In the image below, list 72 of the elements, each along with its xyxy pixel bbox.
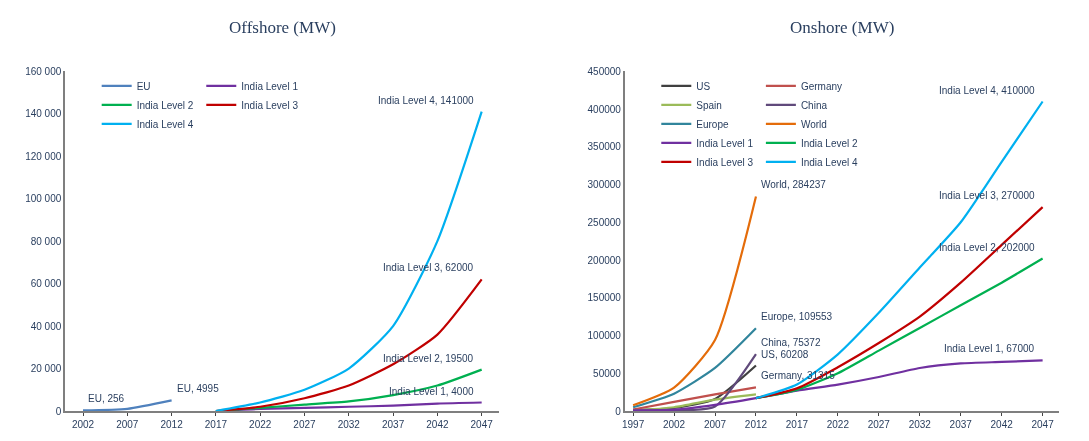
x-tick-label: 2017 bbox=[785, 419, 809, 430]
y-tick-label: 300000 bbox=[587, 179, 622, 191]
legend-label: India Level 2 bbox=[136, 99, 194, 111]
y-tick-label: 160 000 bbox=[25, 65, 62, 77]
x-tick-label: 1997 bbox=[621, 419, 645, 430]
x-tick-label: 2007 bbox=[703, 419, 727, 430]
x-tick-label: 2012 bbox=[744, 419, 768, 430]
x-tick-label: 2032 bbox=[908, 419, 932, 430]
y-tick-label: 350000 bbox=[587, 141, 622, 153]
legend-label: World bbox=[800, 118, 827, 130]
chart-title: Onshore (MW) bbox=[790, 18, 895, 37]
legend-label: India Level 1 bbox=[696, 137, 754, 149]
y-tick-label: 150000 bbox=[587, 292, 622, 304]
x-tick-label: 2027 bbox=[293, 419, 317, 430]
legend-label: EU bbox=[136, 80, 151, 92]
legend-label: India Level 4 bbox=[800, 156, 859, 168]
y-tick-label: 120 000 bbox=[25, 150, 62, 162]
y-tick-label: 250000 bbox=[587, 216, 622, 228]
annotation: India Level 4, 141000 bbox=[378, 95, 475, 106]
annotation: China, 75372 bbox=[761, 337, 821, 348]
y-tick-label: 50000 bbox=[593, 367, 622, 379]
line-series bbox=[754, 100, 1044, 400]
x-tick-label: 2047 bbox=[1031, 419, 1055, 430]
annotation: World, 284237 bbox=[761, 179, 827, 190]
annotation: EU, 256 bbox=[88, 393, 125, 404]
x-tick-label: 2042 bbox=[426, 419, 449, 430]
line-series bbox=[632, 359, 1044, 411]
x-tick-label: 2022 bbox=[249, 419, 272, 430]
y-tick-label: 0 bbox=[615, 405, 622, 417]
y-tick-label: 140 000 bbox=[25, 108, 62, 120]
x-tick-label: 2037 bbox=[949, 419, 973, 430]
chart-title: Offshore (MW) bbox=[229, 18, 336, 37]
legend-label: India Level 4 bbox=[136, 118, 194, 130]
y-tick-label: 20 000 bbox=[30, 363, 62, 375]
annotation: Europe, 109553 bbox=[761, 311, 833, 322]
legend-label: India Level 2 bbox=[800, 137, 859, 149]
x-tick-label: 2007 bbox=[116, 419, 139, 430]
annotation: India Level 4, 410000 bbox=[939, 85, 1036, 96]
y-tick-label: 400000 bbox=[587, 103, 622, 115]
annotation: India Level 1, 67000 bbox=[944, 343, 1035, 354]
line-series bbox=[632, 327, 758, 409]
line-series bbox=[632, 386, 758, 411]
y-tick-label: 100000 bbox=[587, 330, 622, 342]
x-tick-label: 2047 bbox=[470, 419, 494, 430]
y-tick-label: 200000 bbox=[587, 254, 622, 266]
y-tick-label: 60 000 bbox=[30, 278, 62, 290]
y-tick-label: 80 000 bbox=[30, 235, 62, 247]
legend-label: India Level 3 bbox=[241, 99, 299, 111]
legend-label: Spain bbox=[696, 99, 722, 111]
x-tick-label: 2012 bbox=[160, 419, 184, 430]
y-tick-label: 0 bbox=[55, 405, 62, 417]
legend-label: India Level 1 bbox=[241, 80, 299, 92]
legend-label: Europe bbox=[696, 118, 729, 130]
x-tick-label: 2027 bbox=[867, 419, 891, 430]
x-tick-label: 2037 bbox=[381, 419, 405, 430]
x-tick-label: 2032 bbox=[337, 419, 361, 430]
legend-label: US bbox=[696, 80, 711, 92]
annotation: US, 60208 bbox=[761, 349, 809, 360]
y-tick-label: 40 000 bbox=[30, 320, 62, 332]
x-tick-label: 2022 bbox=[826, 419, 850, 430]
line-series bbox=[632, 195, 758, 407]
legend-label: Germany bbox=[800, 80, 843, 92]
annotation: India Level 2, 202000 bbox=[939, 242, 1036, 253]
y-tick-label: 100 000 bbox=[25, 193, 62, 205]
x-tick-label: 2042 bbox=[990, 419, 1014, 430]
legend-label: India Level 3 bbox=[696, 156, 754, 168]
x-tick-label: 2002 bbox=[71, 419, 95, 430]
x-tick-label: 2002 bbox=[662, 419, 686, 430]
legend-label: China bbox=[800, 99, 828, 111]
annotation: EU, 4995 bbox=[177, 383, 220, 394]
x-tick-label: 2017 bbox=[204, 419, 228, 430]
y-tick-label: 450000 bbox=[587, 65, 622, 77]
